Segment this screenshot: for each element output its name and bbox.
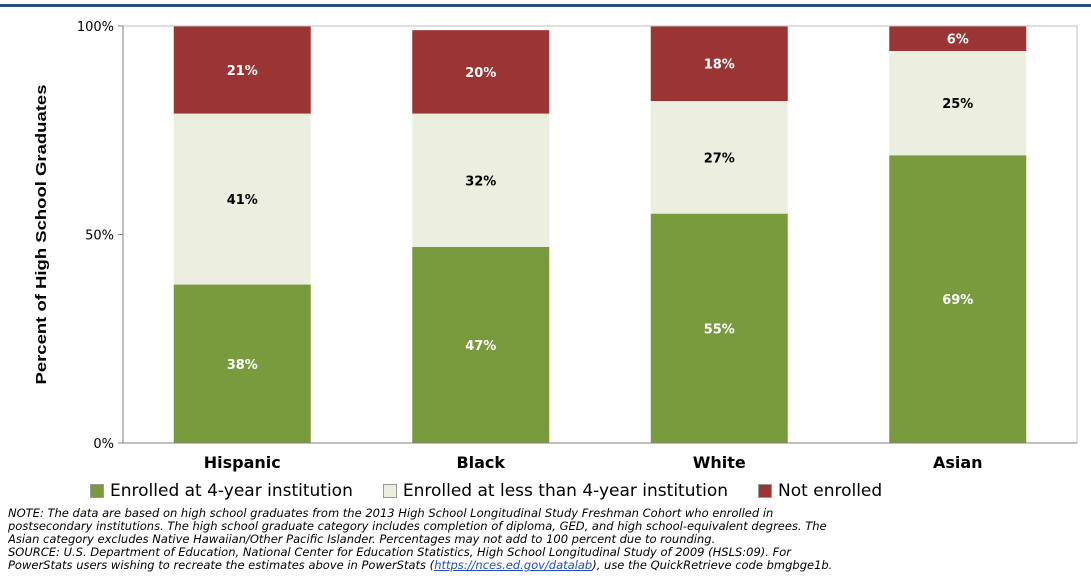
source-line-1: SOURCE: U.S. Department of Education, Na…: [8, 546, 791, 559]
axes-group: 0% 50% 100% Percent of High School Graduate…: [33, 20, 1078, 472]
stacked-bar-chart: 38% 41% 21% 47% 32% 20% 55% 27% 18% 69% 25% 6% 0% 50…: [33, 20, 1078, 472]
x-tick-label: Black: [456, 453, 505, 472]
data-label: 32%: [465, 174, 496, 189]
y-axis-label: Percent of High School Graduates: [33, 85, 50, 385]
bar-hispanic-enrolled-at-less-than-4-year-institution: [173, 113, 311, 285]
data-label: 38%: [227, 358, 258, 373]
data-label: 55%: [704, 322, 735, 337]
bar-asian-enrolled-at-4-year-institution: [889, 155, 1027, 443]
bar-white-not-enrolled: [650, 26, 788, 102]
data-label: 47%: [465, 339, 496, 354]
source-text-pre: PowerStats users wishing to recreate the…: [8, 559, 435, 572]
x-tick-label: White: [693, 453, 746, 472]
data-label: 69%: [942, 293, 973, 308]
bar-black-enrolled-at-4-year-institution: [412, 247, 550, 443]
data-label: 21%: [227, 64, 258, 79]
datalab-link[interactable]: https://nces.ed.gov/datalab: [434, 559, 593, 572]
legend-item-enrolled-at-less-than-4-year-institution: Enrolled at less than 4-year institution: [382, 481, 729, 501]
legend-label: Not enrolled: [778, 481, 883, 501]
legend-swatch: [90, 484, 104, 498]
data-label: 41%: [227, 193, 258, 208]
data-label: 6%: [947, 33, 969, 48]
bar-hispanic-enrolled-at-4-year-institution: [173, 284, 311, 443]
legend-item-enrolled-at-4-year-institution: Enrolled at 4-year institution: [90, 481, 353, 501]
bar-hispanic-not-enrolled: [173, 26, 311, 114]
bar-black-not-enrolled: [412, 30, 550, 114]
legend-swatch: [758, 484, 773, 498]
y-tick-label: 50%: [85, 229, 114, 244]
bar-asian-enrolled-at-less-than-4-year-institution: [889, 51, 1027, 156]
bar-white-enrolled-at-4-year-institution: [650, 213, 788, 443]
footnotes: NOTE: The data are based on high school …: [8, 507, 1086, 572]
legend-item-not-enrolled: Not enrolled: [758, 481, 882, 501]
bar-asian-not-enrolled: [889, 26, 1027, 52]
note-line-2: postsecondary institutions. The high sch…: [8, 520, 827, 533]
source-text-post: ), use the QuickRetrieve code bmgbge1b.: [592, 559, 833, 572]
legend-label: Enrolled at less than 4-year institution: [402, 481, 729, 501]
legend: Enrolled at 4-year institution Enrolled a…: [90, 480, 1050, 502]
data-label: 27%: [704, 151, 735, 166]
top-rule: [0, 4, 1091, 7]
source-line-2: PowerStats users wishing to recreate the…: [8, 559, 1086, 572]
bar-black-enrolled-at-less-than-4-year-institution: [412, 113, 550, 248]
data-label: 18%: [704, 58, 735, 73]
y-tick-label: 100%: [77, 20, 114, 35]
data-label: 25%: [942, 97, 973, 112]
legend-swatch: [382, 484, 397, 498]
note-line-1: NOTE: The data are based on high school …: [8, 507, 774, 520]
y-tick-label: 0%: [93, 437, 114, 452]
note-line-3: Asian category excludes Native Hawaiian/…: [8, 533, 716, 546]
legend-label: Enrolled at 4-year institution: [110, 481, 353, 501]
x-tick-label: Asian: [933, 453, 983, 472]
x-tick-label: Hispanic: [204, 453, 281, 472]
data-label: 20%: [465, 66, 496, 81]
bar-white-enrolled-at-less-than-4-year-institution: [650, 101, 788, 214]
bars-group: 38% 41% 21% 47% 32% 20% 55% 27% 18% 69% 25% 6%: [173, 26, 1027, 443]
